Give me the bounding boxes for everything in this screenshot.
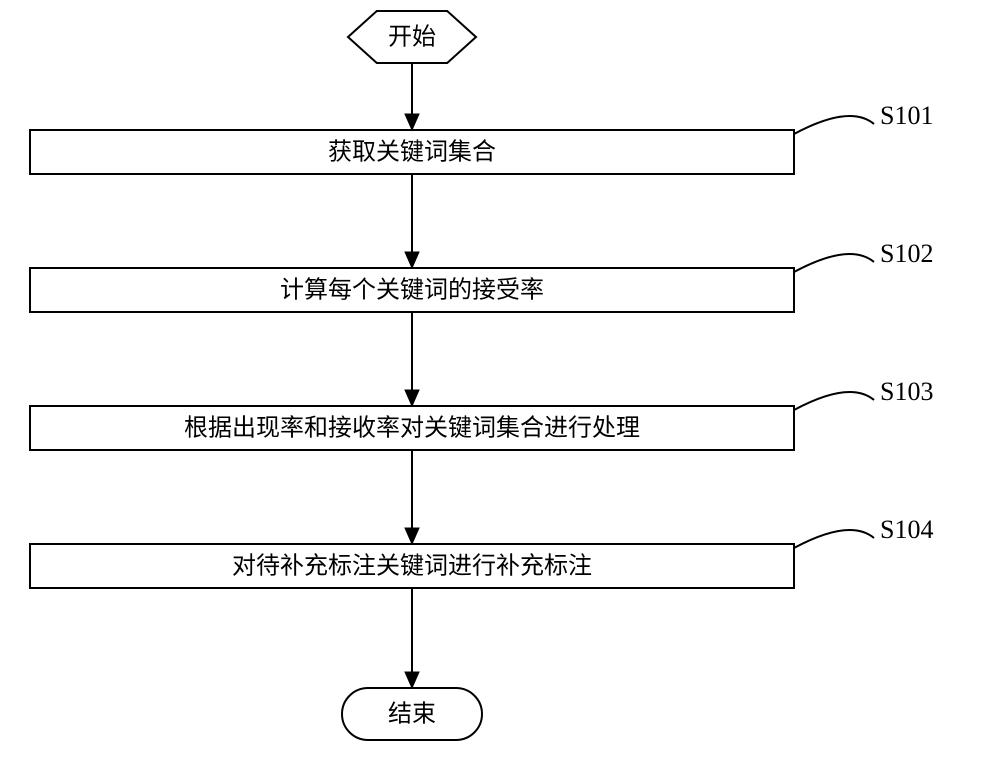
arrow-head-icon bbox=[405, 672, 419, 688]
start-label: 开始 bbox=[388, 24, 436, 51]
step-id-label: S101 bbox=[880, 101, 933, 130]
process-step-text: 对待补充标注关键词进行补充标注 bbox=[232, 553, 592, 580]
step-leader bbox=[794, 116, 874, 134]
process-step-text: 获取关键词集合 bbox=[328, 139, 496, 166]
arrow-head-icon bbox=[405, 528, 419, 544]
arrow-head-icon bbox=[405, 252, 419, 268]
step-id-label: S103 bbox=[880, 377, 933, 406]
step-leader bbox=[794, 392, 874, 410]
step-id-label: S104 bbox=[880, 515, 933, 544]
process-step-text: 根据出现率和接收率对关键词集合进行处理 bbox=[184, 415, 640, 442]
step-leader bbox=[794, 530, 874, 548]
step-leader bbox=[794, 254, 874, 272]
arrow-head-icon bbox=[405, 390, 419, 406]
process-step-text: 计算每个关键词的接受率 bbox=[280, 277, 544, 304]
flowchart: 开始获取关键词集合 S101 计算每个关键词的接受率 S102 根据出现率和接收率对关键… bbox=[0, 0, 1000, 764]
arrow-head-icon bbox=[405, 114, 419, 130]
end-label: 结束 bbox=[388, 701, 436, 728]
step-id-label: S102 bbox=[880, 239, 933, 268]
